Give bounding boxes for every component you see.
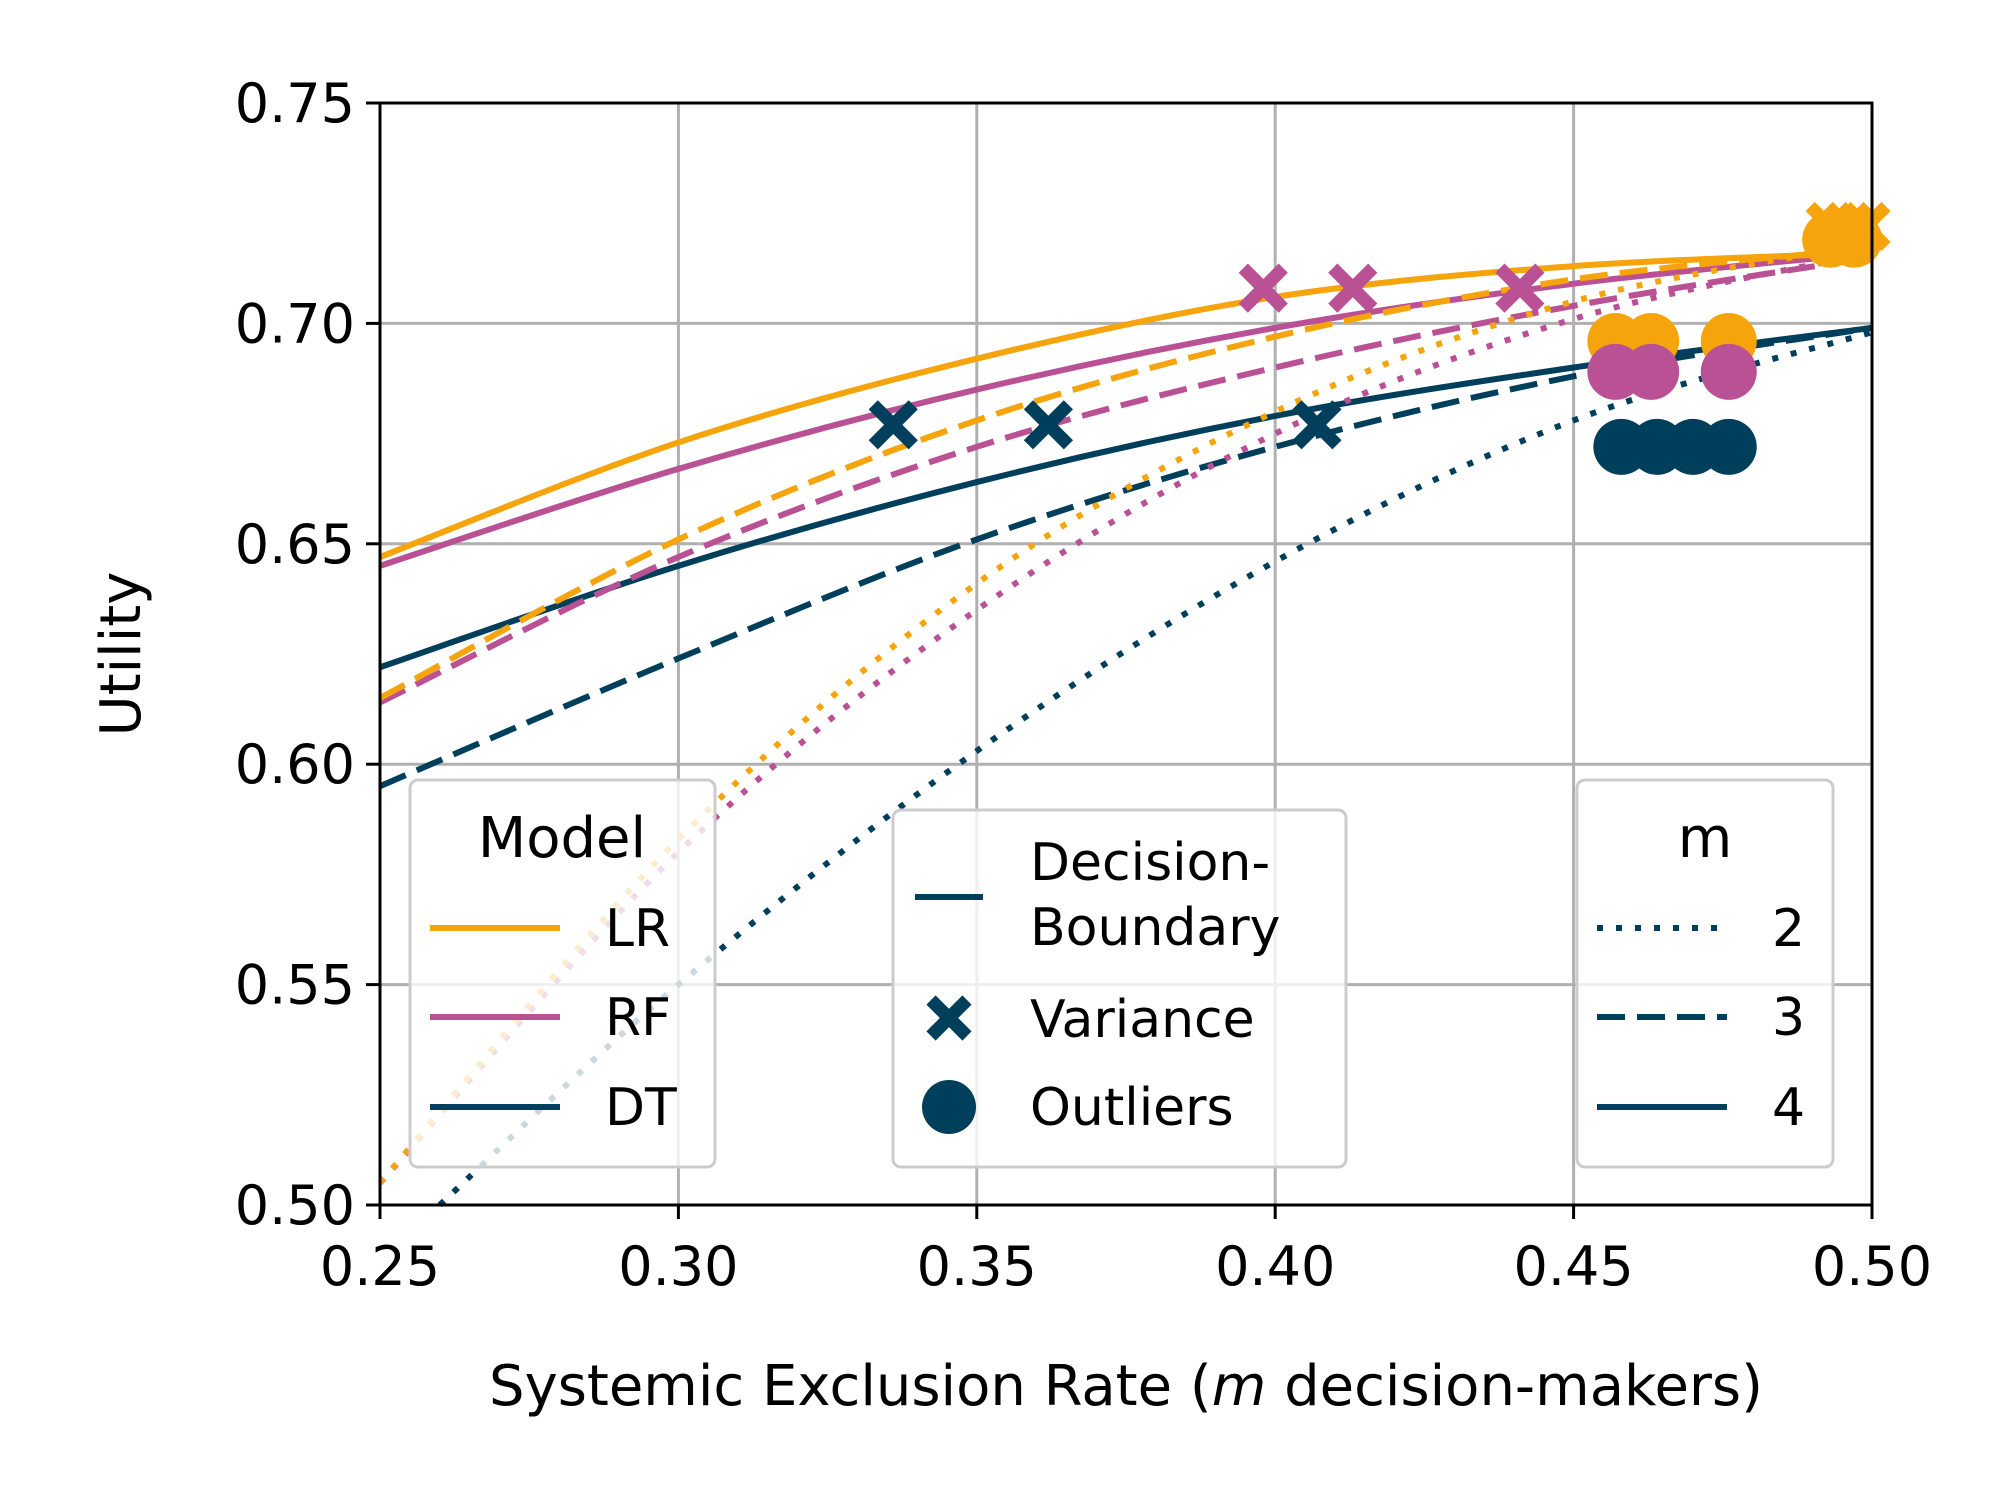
x-tick-label: 0.35 [917,1235,1037,1298]
legend-outliers-label: Outliers [1030,1078,1234,1138]
legend-m4-label: 4 [1772,1078,1805,1138]
y-tick-label: 0.70 [235,292,355,355]
y-tick-label: 0.55 [235,954,355,1017]
legend-rf-label: RF [605,988,671,1048]
legend-m-box [1575,778,1835,1169]
legend-model: Model LR RF DT [408,778,717,1169]
variance-marker-dt [1292,400,1342,450]
variance-marker-rf [1238,263,1288,313]
axis-ticks: 0.25 0.30 0.35 0.40 0.45 0.50 0.50 0.55 0.60 0.65… [235,72,1932,1298]
outlier-marker-rf [1623,343,1680,400]
variance-marker-dt [868,400,918,450]
x-tick-label: 0.30 [618,1235,738,1298]
variance-marker-dt [1023,400,1074,450]
series-line-rf-m3 [378,254,1873,706]
legend-x-stroke [926,995,972,1041]
legend-model-box [408,778,717,1169]
legend-method-box [891,808,1348,1169]
x-axis-label-italic: m [1212,1354,1267,1419]
legend-lr-label: LR [605,899,670,959]
variance-marker-rf [1328,263,1378,313]
legend-variance-label: Variance [1030,990,1255,1050]
x-axis-label-suffix: decision-makers) [1266,1354,1763,1419]
legend-decision-boundary-label-1: Decision- [1030,833,1270,893]
series-line-lr-m3 [378,245,1873,701]
legend-variance-x-icon [926,995,972,1041]
y-tick-label: 0.75 [235,72,355,135]
outlier-marker-rf [1700,343,1757,400]
legend-decision-boundary-label-2: Boundary [1030,898,1280,958]
x-tick-label: 0.25 [320,1235,440,1298]
legend-outliers-dot-icon [922,1080,976,1134]
series-line-lr-m4 [378,249,1873,560]
legend-method: Decision- Boundary Variance Outliers [891,808,1348,1169]
y-axis-label: Utility [89,572,154,737]
x-axis-label-prefix: Systemic Exclusion Rate ( [489,1354,1212,1419]
x-tick-label: 0.45 [1513,1235,1633,1298]
outlier-marker-lr [1826,211,1883,268]
legend-model-title: Model [478,806,646,871]
y-tick-label: 0.60 [235,733,355,796]
y-tick-label: 0.50 [235,1174,355,1237]
x-axis-label: Systemic Exclusion Rate (m decision-make… [489,1354,1763,1419]
x-tick-label: 0.40 [1215,1235,1335,1298]
legend-dt-label: DT [605,1078,677,1138]
x-tick-label: 0.50 [1812,1235,1932,1298]
markers [868,201,1891,475]
legend-m2-label: 2 [1772,899,1805,959]
legend-m-title: m [1678,806,1733,871]
plot-frame [378,101,1874,1207]
outlier-marker-dt [1700,418,1757,475]
legend-m3-label: 3 [1772,988,1805,1048]
y-tick-label: 0.65 [235,513,355,576]
series-line-rf-m2 [377,249,1873,1185]
series-line-rf-m4 [379,249,1873,569]
legend-m: m 2 3 4 [1575,778,1835,1169]
variance-marker-rf [1495,263,1545,313]
